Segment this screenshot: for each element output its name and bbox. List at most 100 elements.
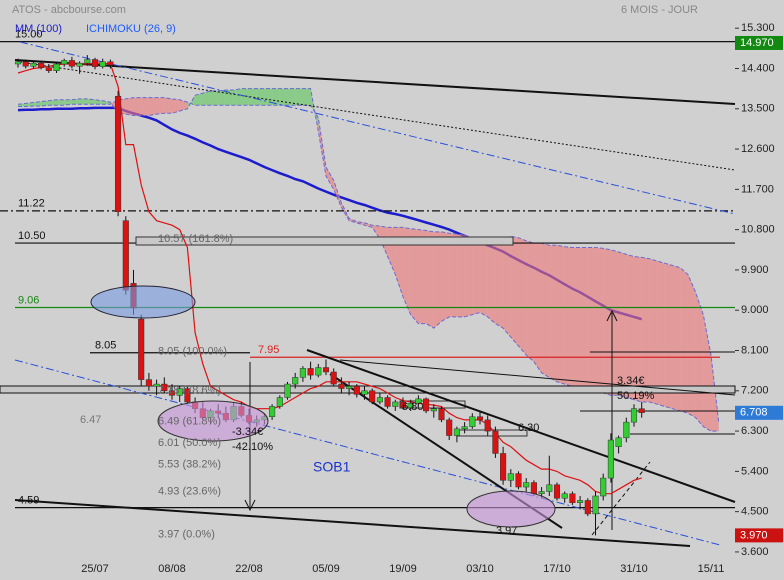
ichimoku-cloud: [133, 97, 142, 116]
candle-body: [315, 367, 322, 376]
ichimoku-cloud: [456, 234, 465, 317]
trend-line: [14, 59, 736, 105]
ichimoku-cloud: [241, 88, 249, 106]
ichimoku-cloud: [256, 88, 265, 106]
candle-body: [623, 421, 630, 439]
candle-body: [168, 390, 176, 396]
ichimoku-cloud: [410, 228, 419, 324]
annotation: -42.10%: [232, 441, 273, 453]
ichimoku-cloud: [403, 227, 411, 315]
candle-body: [492, 430, 499, 454]
ichimoku-cloud: [141, 97, 149, 116]
candle-body: [22, 61, 29, 67]
candle-body: [399, 401, 407, 409]
annotation: 3.97: [496, 525, 517, 537]
ichimoku-cloud: [364, 222, 373, 228]
candle-body: [299, 368, 306, 378]
senkou-a-line: [17, 88, 719, 432]
ichimoku-cloud: [472, 237, 480, 315]
ichimoku-cloud: [218, 90, 226, 106]
candle-body: [338, 383, 345, 389]
candle-body: [284, 383, 291, 398]
ichimoku-cloud: [587, 247, 596, 391]
candle-body: [369, 390, 376, 403]
period: 6 MOIS - JOUR: [621, 4, 698, 16]
ichimoku-cloud: [541, 243, 550, 378]
level-label: 8.05: [95, 340, 116, 352]
candle-body: [38, 62, 45, 68]
ichimoku-cloud: [164, 97, 172, 114]
ichimoku-cloud: [233, 88, 242, 106]
ichimoku-cloud: [79, 98, 88, 105]
candle-body: [546, 484, 553, 492]
tenkan-line: [17, 62, 642, 495]
ichimoku-cloud: [664, 263, 673, 409]
ichimoku-cloud: [156, 97, 165, 115]
drawings: [0, 41, 736, 547]
x-tick-label: 17/10: [543, 563, 571, 575]
annotation: 50.19%: [617, 390, 655, 402]
candle-body: [145, 379, 152, 387]
ichimoku-cloud: [549, 245, 557, 382]
legend-entry: MM (100): [15, 23, 62, 35]
fibonacci-label: 10.57 (161.8%): [158, 233, 233, 245]
fibonacci-label: 5.53 (38.2%): [158, 458, 221, 470]
ichimoku-cloud: [649, 258, 658, 405]
price-tag: [735, 35, 783, 50]
ichimoku-cloud: [179, 99, 188, 111]
ichimoku-cloud: [333, 180, 342, 208]
ichimoku-cloud: [634, 256, 642, 402]
annotation: -3.34€: [232, 426, 263, 438]
y-tick-label: 6.300: [741, 425, 769, 437]
candle-body: [392, 401, 399, 407]
candle-body: [561, 493, 568, 499]
fibonacci-label: 8.05 (100.0%): [158, 346, 227, 358]
ichimoku-cloud: [102, 100, 111, 105]
ichimoku-cloud: [657, 261, 665, 407]
ichimoku-cloud: [210, 90, 219, 106]
annotation: 6.30: [518, 422, 539, 434]
candle-body: [469, 416, 476, 427]
candle-body: [99, 61, 106, 67]
ichimoku-cloud: [356, 221, 365, 226]
ichimoku-cloud: [603, 248, 611, 396]
ichimoku-cloud: [703, 314, 711, 432]
candle-body: [638, 408, 645, 413]
candle-body: [30, 62, 37, 67]
candle-body: [161, 383, 168, 392]
highlight-ellipse: [90, 285, 196, 319]
y-tick-label: 15.300: [741, 22, 775, 34]
candle-body: [346, 386, 353, 389]
candle-body: [523, 482, 530, 488]
ichimoku-cloud: [626, 254, 634, 400]
candle-body: [430, 408, 437, 412]
annotation: 6.47: [80, 414, 101, 426]
x-tick-label: 19/09: [389, 563, 417, 575]
ichimoku-cloud: [302, 88, 311, 106]
x-tick-label: 15/11: [698, 563, 725, 575]
candle-body: [630, 408, 638, 423]
candle-body: [68, 60, 75, 67]
arrow-head: [244, 499, 256, 512]
ichimoku-cloud: [87, 98, 95, 105]
ichimoku-cloud: [287, 88, 296, 106]
ichimoku-cloud: [503, 236, 511, 338]
ichimoku-cloud: [41, 100, 49, 107]
candle-body: [91, 59, 99, 67]
candle-body: [269, 406, 276, 418]
candle-body: [607, 439, 614, 479]
fibonacci-label: 6.01 (50.0%): [158, 437, 221, 449]
candle-body: [322, 367, 330, 373]
ichimoku-cloud: [295, 88, 303, 106]
price-tag: [735, 405, 783, 420]
axis-layer: 15.300 14.400 13.500 12.600 11.700 10.800 9.90…: [81, 22, 783, 575]
candle-body: [569, 493, 576, 503]
ichimoku-cloud: [249, 88, 257, 106]
highlight-ellipse: [466, 490, 556, 528]
annotation: 6.80: [402, 401, 423, 413]
fibonacci-label: 3.97 (0.0%): [158, 528, 215, 540]
ichimoku-cloud: [510, 236, 519, 346]
y-tick-label: 14.400: [741, 62, 775, 74]
ichimoku-cloud: [610, 249, 619, 396]
candle-body: [584, 500, 591, 515]
